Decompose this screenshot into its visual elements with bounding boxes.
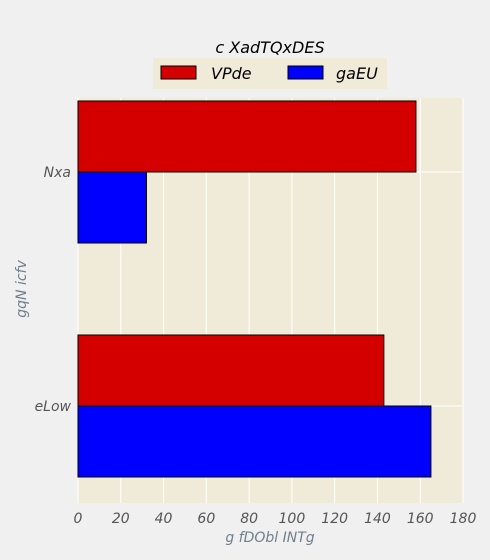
- x-tick-label: 100: [279, 511, 306, 527]
- bars: [77, 100, 432, 478]
- x-tick-label: 80: [240, 511, 258, 527]
- y-axis-label: gqN icfv: [14, 260, 30, 318]
- bar-gaeu-elow: [77, 405, 432, 478]
- x-tick-label: 120: [321, 511, 348, 527]
- bar-vpde-elow: [77, 334, 385, 407]
- x-tick-label: 140: [364, 511, 391, 527]
- x-axis-ticks: 0 20 40 60 80 100 120 140 160 180: [74, 511, 477, 527]
- x-tick-label: 0: [74, 511, 83, 527]
- chart-title: c XadTQxDES: [215, 38, 324, 57]
- legend-label-gaeu: gaEU: [336, 64, 378, 83]
- legend-label-vpde: VPde: [211, 64, 252, 83]
- y-tick-label: eLow: [35, 399, 72, 415]
- x-tick-label: 40: [155, 511, 173, 527]
- y-axis-ticks: Nxa eLow: [35, 165, 72, 415]
- legend: VPde gaEU: [153, 58, 387, 89]
- bar-vpde-nxa: [77, 100, 417, 173]
- legend-swatch-gaeu: [287, 65, 324, 80]
- x-tick-label: 180: [450, 511, 477, 527]
- x-tick-label: 20: [112, 511, 130, 527]
- x-axis-label: g fDObl INTg: [225, 530, 314, 546]
- x-tick-label: 160: [407, 511, 434, 527]
- bar-gaeu-nxa: [77, 171, 147, 244]
- y-tick-label: Nxa: [44, 165, 71, 181]
- x-tick-label: 60: [197, 511, 215, 527]
- legend-swatch-vpde: [160, 65, 197, 80]
